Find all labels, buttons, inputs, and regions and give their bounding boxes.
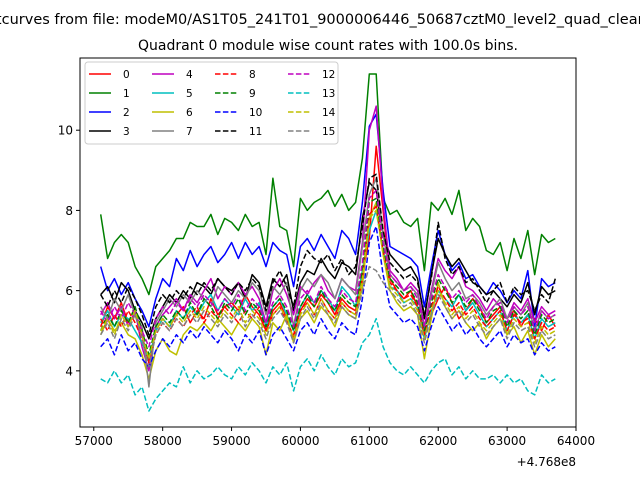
y-tick-label: 8 <box>65 204 73 218</box>
x-axis: 57000 58000 59000 60000 61000 62000 63000 64000 <box>75 427 595 448</box>
series-layer <box>99 73 557 412</box>
legend-label-8: 8 <box>249 69 256 81</box>
legend-label-11: 11 <box>249 126 262 138</box>
chart-title: Quadrant 0 module wise count rates with … <box>138 38 518 54</box>
axes-frame <box>79 57 577 428</box>
legend-label-1: 1 <box>123 88 130 100</box>
legend-label-3: 3 <box>123 126 130 138</box>
series-line-9 <box>100 197 556 356</box>
series-line-10 <box>100 225 556 368</box>
legend-label-10: 10 <box>249 107 262 119</box>
y-tick-label: 4 <box>65 364 73 378</box>
x-tick-label: 60000 <box>281 434 319 448</box>
series-line-12 <box>100 189 556 348</box>
legend-label-13: 13 <box>322 88 335 100</box>
x-tick-label: 61000 <box>350 434 388 448</box>
x-tick-label: 57000 <box>75 434 113 448</box>
series-line-11 <box>100 173 557 336</box>
y-tick-label: 10 <box>58 124 73 138</box>
figure-suptitle: Lightcurves from file: modeM0/AS1T05_241… <box>0 12 640 28</box>
series-line-14 <box>100 209 556 360</box>
x-tick-label: 62000 <box>419 434 457 448</box>
x-tick-label: 59000 <box>212 434 250 448</box>
series-line-4 <box>100 105 556 372</box>
y-tick-label: 6 <box>65 284 73 298</box>
legend-label-2: 2 <box>123 107 130 119</box>
x-tick-label: 58000 <box>144 434 182 448</box>
x-tick-label: 64000 <box>557 434 595 448</box>
series-line-13 <box>100 317 556 412</box>
x-offset-label: +4.768e8 <box>517 455 576 469</box>
y-axis: 4 6 8 10 <box>58 124 80 378</box>
legend-label-0: 0 <box>123 69 130 81</box>
legend-label-15: 15 <box>322 126 335 138</box>
legend-label-5: 5 <box>186 88 193 100</box>
series-line-1 <box>99 73 556 296</box>
series-line-7 <box>100 177 556 388</box>
legend-box <box>84 61 339 145</box>
legend-label-6: 6 <box>186 107 193 119</box>
legend-label-12: 12 <box>322 69 335 81</box>
legend-label-4: 4 <box>186 69 193 81</box>
legend-label-7: 7 <box>186 126 193 138</box>
series-line-15 <box>100 265 556 368</box>
x-tick-label: 63000 <box>488 434 526 448</box>
legend-label-14: 14 <box>322 107 336 119</box>
legend-label-9: 9 <box>249 88 256 100</box>
